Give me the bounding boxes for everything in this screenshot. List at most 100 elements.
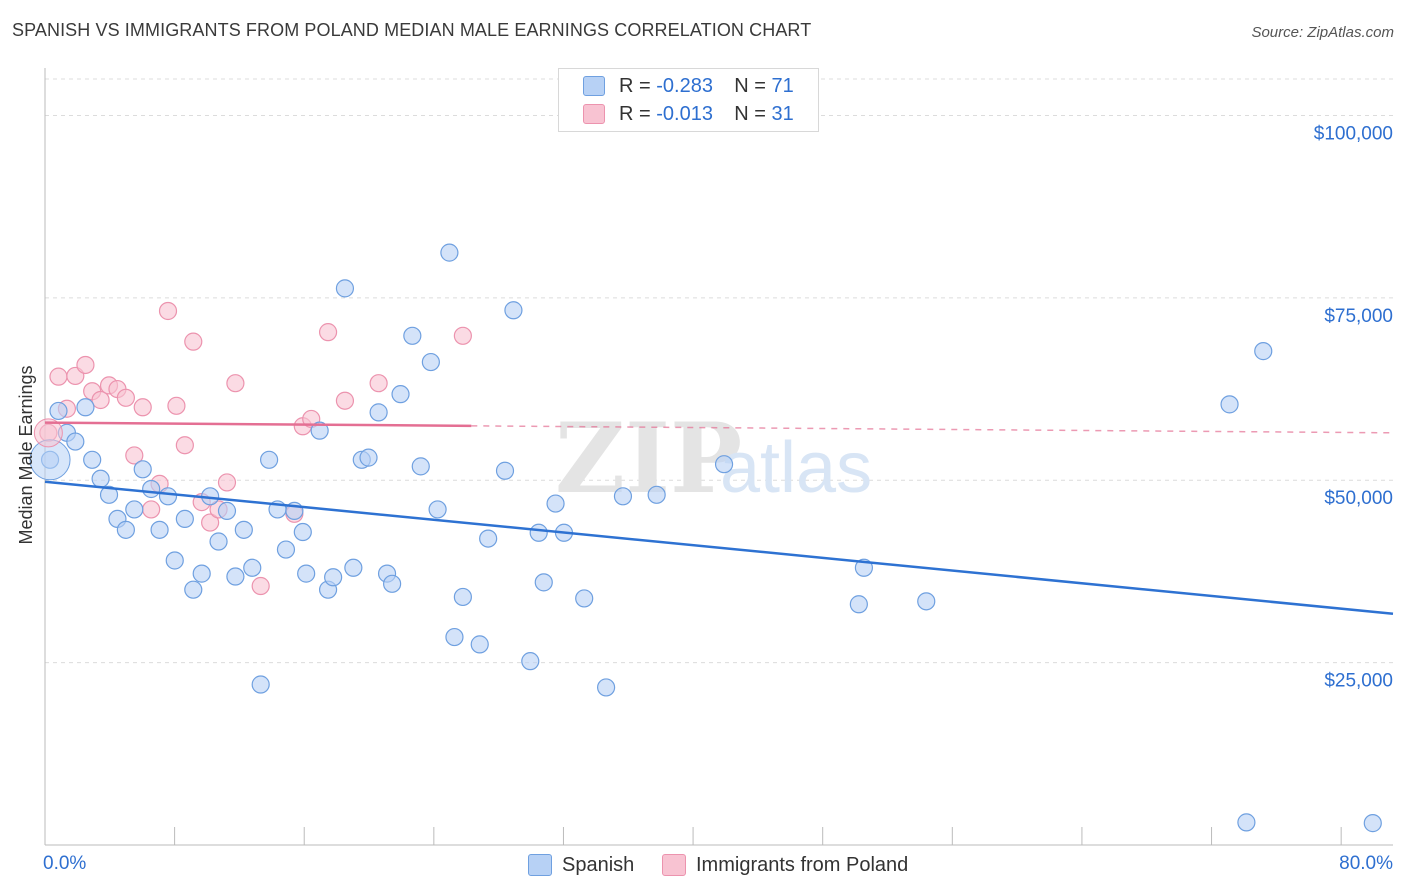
axis-labels: Median Male Earnings 0.0% 80.0% $25,000 $…	[16, 123, 1393, 874]
poland-point	[318, 323, 338, 342]
poland-point	[226, 374, 245, 393]
poland-point	[335, 391, 355, 410]
legend-n-label: N =	[734, 102, 766, 125]
spanish-point	[133, 460, 152, 479]
spanish-point	[391, 385, 410, 404]
poland-trend-line-dashed	[471, 425, 1394, 434]
legend: R = -0.283 N = 71 R = -0.013 N = 31	[558, 68, 819, 132]
poland-point	[175, 436, 194, 455]
spanish-point	[116, 520, 135, 539]
spanish-point	[344, 558, 363, 577]
spanish-point	[83, 450, 102, 469]
spanish-point	[142, 479, 161, 499]
poland-point	[201, 513, 220, 532]
spanish-point	[234, 520, 253, 539]
poland-point	[76, 355, 95, 375]
spanish-point	[403, 326, 422, 345]
legend-n-value: 31	[771, 102, 794, 125]
legend-n-label: N =	[734, 74, 766, 97]
poland-point	[91, 390, 110, 410]
spanish-point	[66, 432, 85, 451]
spanish-point	[1363, 814, 1382, 833]
spanish-point	[575, 589, 594, 608]
spanish-point	[714, 455, 734, 474]
legend-row-poland: R = -0.013 N = 31	[583, 102, 794, 126]
y-tick-label: $100,000	[1314, 123, 1393, 144]
legend-r-value: -0.283	[656, 74, 713, 97]
spanish-point	[534, 573, 553, 592]
poland-point	[217, 473, 237, 492]
spanish-point	[293, 522, 312, 542]
y-tick-label: $25,000	[1324, 671, 1393, 692]
spanish-point	[209, 532, 228, 551]
spanish-point	[251, 675, 270, 694]
poland-point	[167, 396, 186, 415]
spanish-point	[192, 564, 211, 583]
spanish-point	[297, 564, 316, 583]
poland-point	[184, 332, 203, 351]
spanish-point	[546, 494, 565, 513]
spanish-point	[495, 461, 515, 480]
spanish-point	[428, 500, 447, 519]
data-points	[29, 243, 1382, 833]
spanish-point	[91, 469, 110, 488]
poland-point	[453, 326, 472, 345]
watermark-atlas: atlas	[720, 428, 872, 508]
spanish-point	[99, 485, 119, 504]
spanish-point	[613, 487, 633, 506]
poland-point	[251, 576, 270, 596]
spanish-point	[504, 301, 523, 320]
spanish-point	[310, 421, 329, 440]
spanish-point	[276, 540, 296, 559]
spanish-point	[383, 574, 402, 593]
spanish-point	[226, 567, 245, 586]
spanish-point	[217, 501, 237, 520]
spanish-point	[158, 487, 178, 506]
spanish-point	[411, 457, 430, 476]
spanish-swatch	[583, 76, 605, 96]
spanish-point	[849, 595, 868, 614]
watermark: ZIP atlas	[555, 402, 872, 515]
spanish-point	[1237, 813, 1256, 832]
poland-point	[142, 500, 161, 519]
spanish-point	[1220, 395, 1239, 414]
poland-point	[158, 301, 178, 321]
chart-title: SPANISH VS IMMIGRANTS FROM POLAND MEDIAN…	[12, 20, 812, 40]
spanish-point	[243, 558, 262, 577]
poland-point-large	[33, 418, 63, 448]
spanish-point	[647, 485, 666, 504]
spanish-point	[917, 592, 936, 611]
spanish-point	[529, 523, 548, 542]
y-tick-label: $75,000	[1324, 306, 1393, 327]
poland-point	[49, 367, 68, 386]
spanish-point	[260, 450, 279, 469]
trend-lines	[44, 421, 1394, 615]
bottom-legend-poland: Immigrants from Poland	[662, 851, 908, 879]
spanish-point	[445, 627, 464, 647]
legend-r-label: R =	[619, 102, 651, 125]
poland-point	[116, 388, 135, 407]
x-tick-label-max: 80.0%	[1339, 853, 1393, 874]
poland-legend-swatch	[662, 854, 686, 876]
source-label: Source: ZipAtlas.com	[1251, 24, 1394, 41]
y-tick-label: $50,000	[1324, 488, 1393, 509]
spanish-point	[335, 279, 355, 298]
poland-point	[133, 398, 152, 417]
spanish-point	[359, 448, 378, 467]
spanish-point	[453, 587, 472, 607]
spanish-legend-label: Spanish	[562, 853, 635, 876]
legend-row-spanish: R = -0.283 N = 71	[583, 74, 794, 98]
spanish-point	[76, 398, 95, 417]
spanish-point	[470, 635, 489, 654]
y-axis-title: Median Male Earnings	[16, 365, 36, 544]
spanish-point	[597, 678, 616, 697]
x-tick-label-min: 0.0%	[43, 853, 86, 874]
poland-swatch	[583, 104, 605, 124]
legend-r-value: -0.013	[656, 102, 713, 125]
spanish-point	[1254, 342, 1273, 361]
spanish-point	[150, 520, 169, 539]
spanish-point	[125, 500, 144, 519]
spanish-point	[369, 403, 388, 422]
spanish-point	[324, 568, 343, 587]
legend-r-label: R =	[619, 74, 651, 97]
